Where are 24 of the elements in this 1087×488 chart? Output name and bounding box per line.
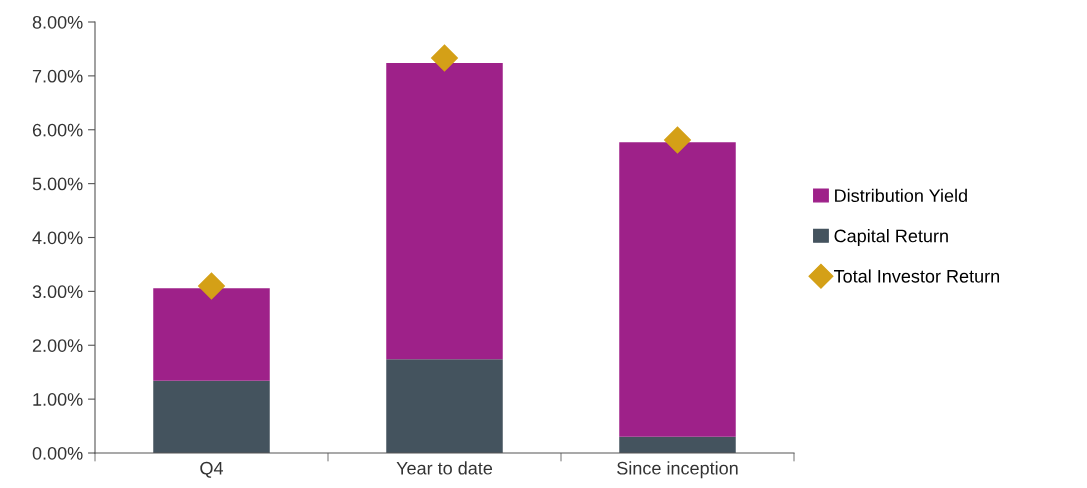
point [664,126,691,154]
legend-label: Capital Return [834,229,948,246]
y-tick-label: 8.00% [32,15,83,29]
bar [386,62,503,360]
x-tick-label: Year to date [396,461,493,475]
y-tick-label: 2.00% [32,339,83,352]
x-tick-label: Since inception [617,461,738,479]
bar [153,288,270,381]
point [198,272,225,300]
bar [153,380,270,453]
y-tick-label: 1.00% [33,393,83,406]
y-tick-label: 6.00% [32,123,83,137]
legend-label: Total Investor Return [834,269,1000,283]
y-tick-label: 5.00% [32,177,83,191]
y-tick-label: 4.00% [32,231,83,245]
bar [386,359,503,453]
point [431,44,458,72]
bar [619,142,736,437]
bar [619,436,736,453]
y-tick-label: 0.00% [32,446,83,460]
legend-label: Distribution Yield [835,188,967,203]
y-tick-label: 7.00% [32,69,83,83]
y-tick-label: 3.00% [32,285,83,299]
x-tick-label: Q4 [200,461,224,478]
